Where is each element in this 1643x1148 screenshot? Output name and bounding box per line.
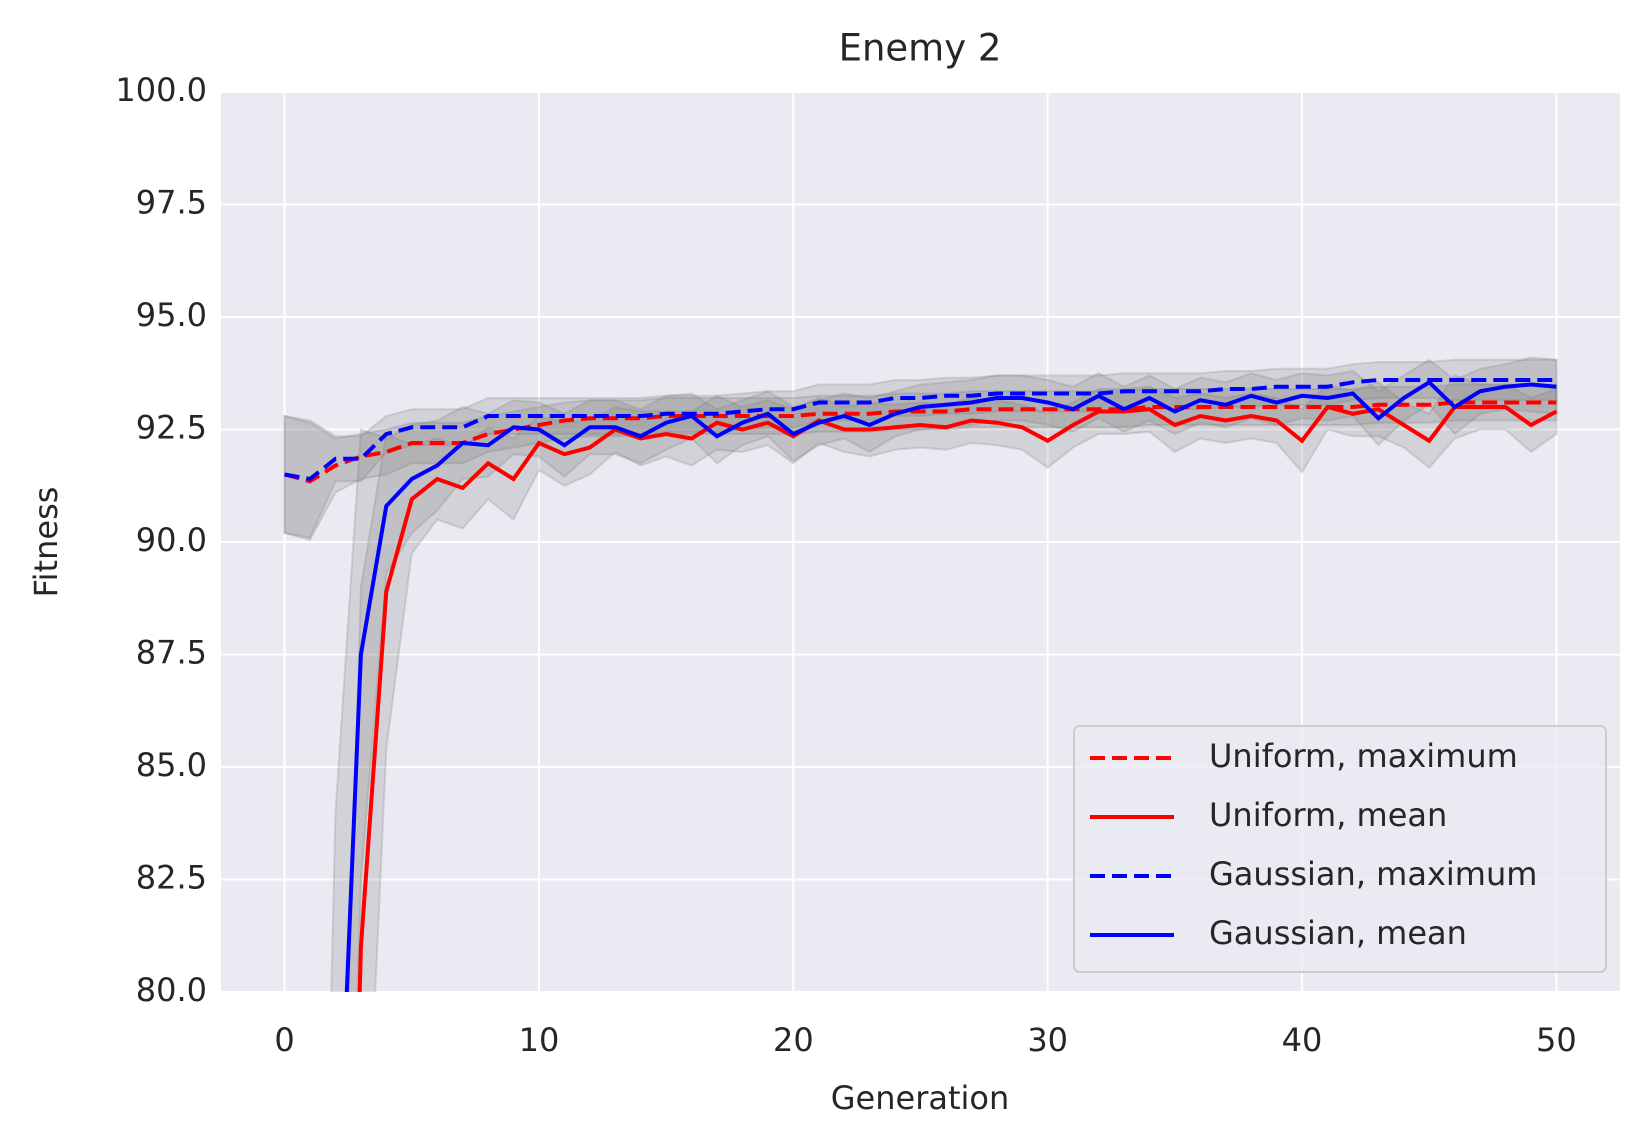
y-tick-label: 97.5 — [136, 184, 207, 222]
x-tick-label: 30 — [1027, 1021, 1068, 1059]
series-line — [284, 400, 1557, 484]
legend-label: Gaussian, mean — [1209, 914, 1467, 952]
std-band — [283, 383, 1558, 541]
y-tick-label: 90.0 — [136, 521, 207, 559]
series-line — [284, 378, 1557, 482]
plot-layer — [283, 356, 1558, 992]
legend-label: Uniform, mean — [1209, 796, 1447, 834]
y-tick-label: 92.5 — [136, 409, 207, 447]
legend-box — [1073, 725, 1607, 973]
y-axis-label: Fitness — [27, 487, 65, 598]
y-tick-label: 87.5 — [136, 634, 207, 672]
y-tick-label: 100.0 — [115, 71, 207, 109]
chart-title: Enemy 2 — [839, 27, 1002, 70]
x-tick-label: 50 — [1536, 1021, 1577, 1059]
std-band — [283, 358, 1558, 539]
y-tick-label: 95.0 — [136, 296, 207, 334]
y-tick-label: 85.0 — [136, 746, 207, 784]
x-tick-label: 40 — [1282, 1021, 1323, 1059]
y-tick-label: 80.0 — [136, 971, 207, 1009]
legend-label: Uniform, maximum — [1209, 737, 1518, 775]
std-band — [347, 374, 1558, 992]
x-tick-label: 10 — [519, 1021, 560, 1059]
series-line — [344, 379, 1557, 992]
x-tick-label: 20 — [773, 1021, 814, 1059]
x-axis-label: Generation — [831, 1079, 1010, 1117]
legend-label: Gaussian, maximum — [1209, 855, 1537, 893]
series-line — [357, 404, 1558, 992]
x-tick-label: 0 — [274, 1021, 294, 1059]
y-tick-label: 82.5 — [136, 859, 207, 897]
